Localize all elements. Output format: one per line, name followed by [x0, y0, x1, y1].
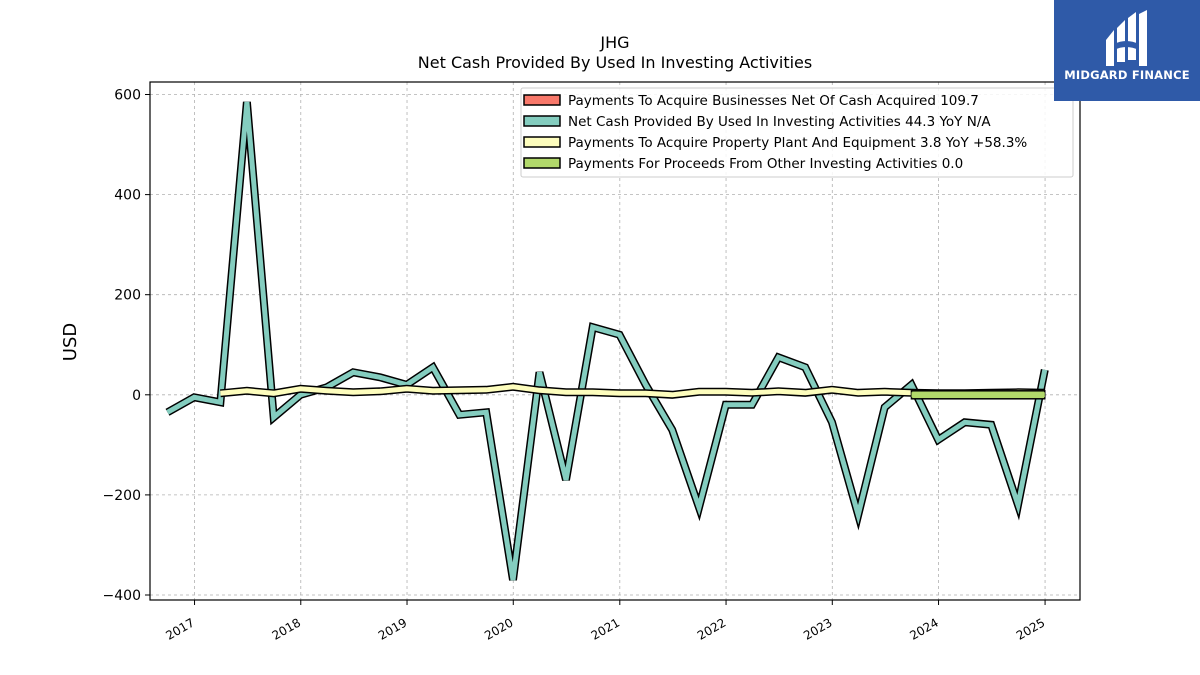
y-tick-label: 600 [114, 88, 141, 104]
y-tick-label: −200 [103, 488, 141, 504]
brand-logo: MIDGARD FINANCE [1054, 0, 1200, 101]
chart-subtitle: Net Cash Provided By Used In Investing A… [418, 53, 812, 72]
y-tick-label: 200 [114, 288, 141, 304]
midgard-mark-icon [1106, 10, 1147, 66]
legend-item: Payments To Acquire Businesses Net Of Ca… [523, 93, 979, 109]
series-other-investing [910, 390, 1046, 400]
x-tick-label: 2017 [163, 615, 196, 642]
logo-name: MIDGARD FINANCE [1064, 68, 1190, 82]
series-ppe-payments [220, 382, 1045, 399]
y-axis-label: USD [60, 323, 81, 361]
legend-swatch [523, 136, 561, 148]
y-tick-label: 0 [132, 388, 141, 404]
x-tick-label: 2019 [376, 615, 409, 642]
x-tick-label: 2024 [907, 615, 940, 642]
legend-item: Payments For Proceeds From Other Investi… [523, 156, 963, 172]
chart-title: JHG [599, 33, 629, 52]
x-tick-label: 2020 [482, 615, 515, 642]
x-tick-label: 2025 [1014, 615, 1047, 642]
legend-box [520, 87, 1074, 178]
x-tick-label: 2021 [589, 615, 622, 642]
legend-swatch [523, 157, 561, 169]
legend-label: Payments To Acquire Businesses Net Of Ca… [568, 93, 979, 109]
x-tick-label: 2023 [801, 615, 834, 642]
x-tick-label: 2022 [695, 615, 728, 642]
grid [150, 82, 1080, 600]
legend-item: Net Cash Provided By Used In Investing A… [523, 114, 991, 130]
plot-frame [149, 81, 1081, 601]
legend-label: Payments For Proceeds From Other Investi… [568, 156, 963, 172]
series-layer [165, 101, 1049, 581]
series-ppe-payments-line [220, 384, 1045, 398]
legend-label: Net Cash Provided By Used In Investing A… [568, 114, 991, 130]
legend-swatch [523, 94, 561, 106]
x-tick-label: 2018 [270, 615, 303, 642]
y-tick-label: 400 [114, 188, 141, 204]
legend: Payments To Acquire Businesses Net Of Ca… [520, 87, 1074, 178]
legend-label: Payments To Acquire Property Plant And E… [568, 135, 1027, 151]
legend-item: Payments To Acquire Property Plant And E… [523, 135, 1027, 151]
y-tick-label: −400 [103, 588, 141, 604]
legend-swatch [523, 115, 561, 127]
